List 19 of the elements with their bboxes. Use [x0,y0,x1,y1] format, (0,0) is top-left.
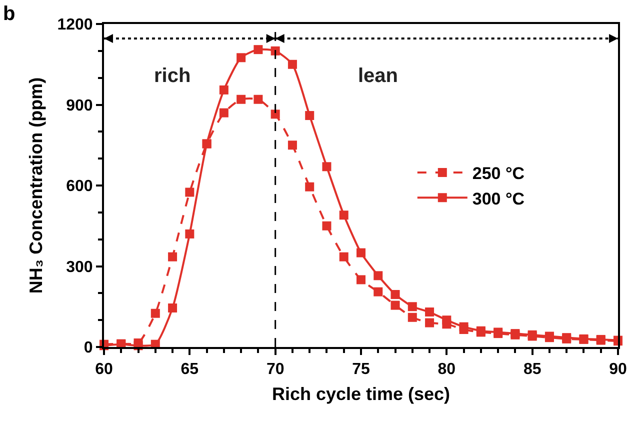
x-tick-label: 75 [352,361,370,378]
annotation: rich [154,65,191,87]
y-tick-label: 300 [66,258,93,276]
x-tick-label: 70 [266,361,284,378]
y-tick-label: 600 [66,178,93,196]
x-tick-label: 80 [438,361,456,378]
text: b [3,3,16,25]
x-axis-title: Rich cycle time (sec) [272,384,450,404]
x-tick-label: 85 [523,361,542,378]
y-tick-label: 900 [66,97,93,114]
annotation: lean [358,65,398,87]
x-tick-label: 90 [609,361,627,378]
x-tick-label: 65 [180,361,199,378]
y-tick-label: 1200 [57,16,93,34]
y-axis-title: NH₃ Concentration (ppm) [26,77,46,294]
legend-label: 300 °C [472,189,525,208]
x-tick-label: 60 [95,361,113,378]
y-tick-label: 0 [84,340,93,357]
legend-label: 250 °C [472,164,525,184]
